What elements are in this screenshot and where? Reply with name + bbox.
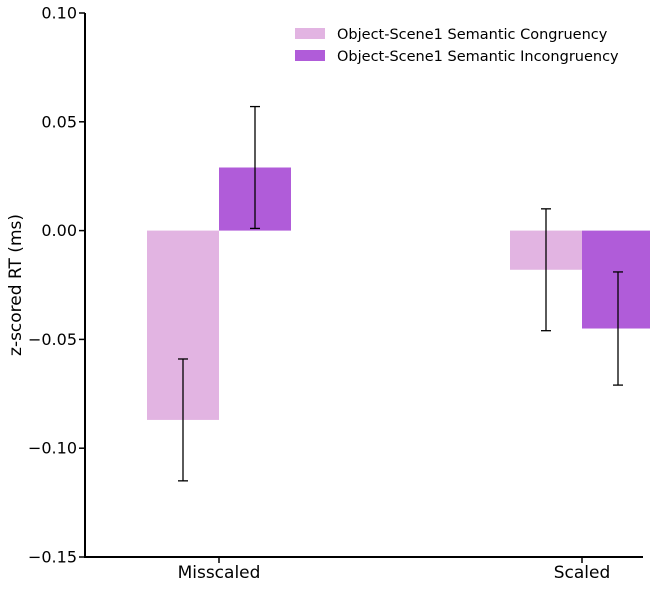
bar-series2-scaled	[582, 230, 650, 329]
error-bar-series1-scaled	[541, 208, 551, 332]
legend-item-series1: Object-Scene1 Semantic Congruency	[295, 27, 608, 43]
y-tick-label: −0.10	[28, 439, 77, 458]
legend-item-series2: Object-Scene1 Semantic Incongruency	[295, 49, 619, 65]
y-ticks-group: 0.10 0.05 0.00 −0.05 −0.10 −0.15	[28, 4, 85, 567]
error-bar-series2-scaled	[613, 271, 623, 386]
legend-label: Object-Scene1 Semantic Incongruency	[337, 49, 619, 65]
legend-swatch	[295, 50, 325, 61]
y-tick-label: 0.05	[41, 112, 77, 131]
y-tick-label: 0.10	[41, 4, 77, 23]
x-ticks-group: Misscaled Scaled	[178, 557, 611, 583]
y-axis-label: z-scored RT (ms)	[6, 214, 26, 356]
legend: Object-Scene1 Semantic Congruency Object-…	[295, 27, 619, 65]
error-bar-series1-misscaled	[178, 358, 188, 482]
x-tick-label-misscaled: Misscaled	[178, 563, 261, 583]
legend-swatch	[295, 28, 325, 39]
bars-group	[147, 167, 650, 420]
y-tick-label: 0.00	[41, 221, 77, 240]
legend-label: Object-Scene1 Semantic Congruency	[337, 27, 608, 43]
error-bars-group	[178, 105, 623, 482]
error-bar-series2-misscaled	[250, 105, 260, 230]
axes-group	[84, 13, 643, 558]
y-tick-label: −0.05	[28, 330, 77, 349]
y-tick-label: −0.15	[28, 548, 77, 567]
x-tick-label-scaled: Scaled	[554, 563, 611, 583]
